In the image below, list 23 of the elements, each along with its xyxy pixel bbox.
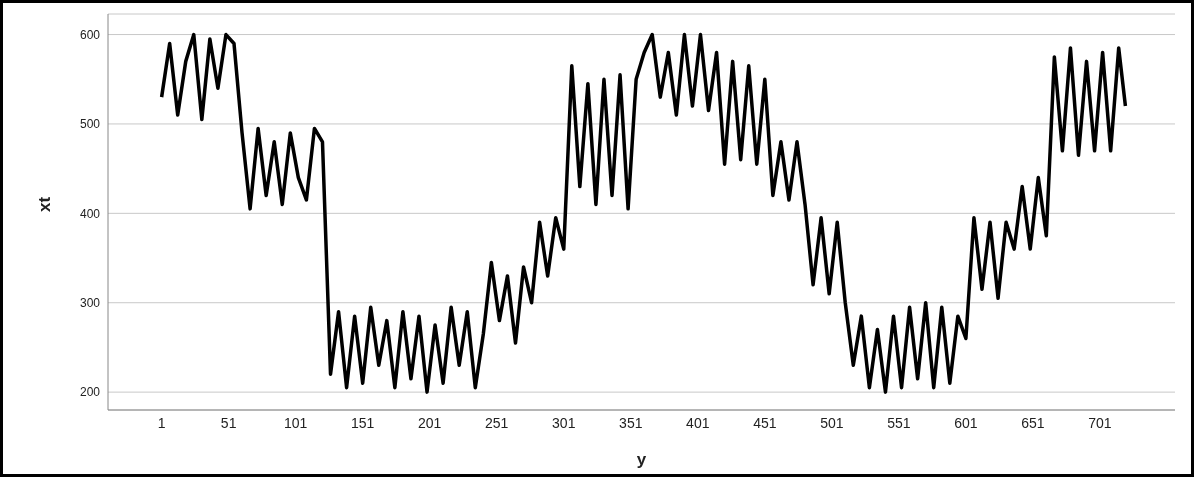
- x-tick-label: 501: [820, 414, 844, 431]
- line-series: [159, 32, 1128, 394]
- y-tick-label: 600: [79, 27, 101, 42]
- y-axis-title: xt: [35, 196, 55, 212]
- y-tick-label: 400: [79, 206, 101, 221]
- y-tick-label: 500: [79, 117, 101, 132]
- x-tick-label: 651: [1021, 414, 1045, 431]
- x-tick-label: 701: [1088, 414, 1112, 431]
- x-tick-label: 201: [418, 414, 442, 431]
- x-tick-label: 251: [485, 414, 509, 431]
- x-tick-label: 551: [887, 414, 911, 431]
- x-tick-label: 51: [220, 414, 237, 431]
- x-tick-label: 351: [619, 414, 643, 431]
- x-tick-label: 301: [552, 414, 576, 431]
- y-tick-label: 200: [79, 385, 101, 400]
- x-axis-title: y: [636, 450, 647, 469]
- x-tick-label: 151: [351, 414, 375, 431]
- x-tick-label: 601: [954, 414, 978, 431]
- y-tick-label: 300: [79, 295, 101, 310]
- x-tick-label: 101: [283, 414, 308, 431]
- x-tick-label: 401: [686, 414, 710, 431]
- x-tick-label: 1: [157, 414, 166, 431]
- x-tick-label: 451: [753, 414, 777, 431]
